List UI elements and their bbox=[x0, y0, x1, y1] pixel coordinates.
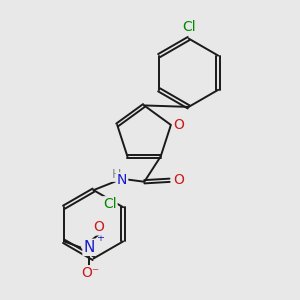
Text: O: O bbox=[93, 220, 104, 234]
Text: H: H bbox=[111, 168, 121, 181]
Text: O: O bbox=[173, 118, 184, 132]
Text: Cl: Cl bbox=[103, 197, 117, 211]
Text: N: N bbox=[83, 240, 95, 255]
Text: Cl: Cl bbox=[182, 20, 196, 34]
Text: +: + bbox=[96, 233, 104, 243]
Text: O: O bbox=[174, 173, 184, 187]
Text: O⁻: O⁻ bbox=[82, 266, 100, 280]
Text: N: N bbox=[117, 173, 127, 187]
